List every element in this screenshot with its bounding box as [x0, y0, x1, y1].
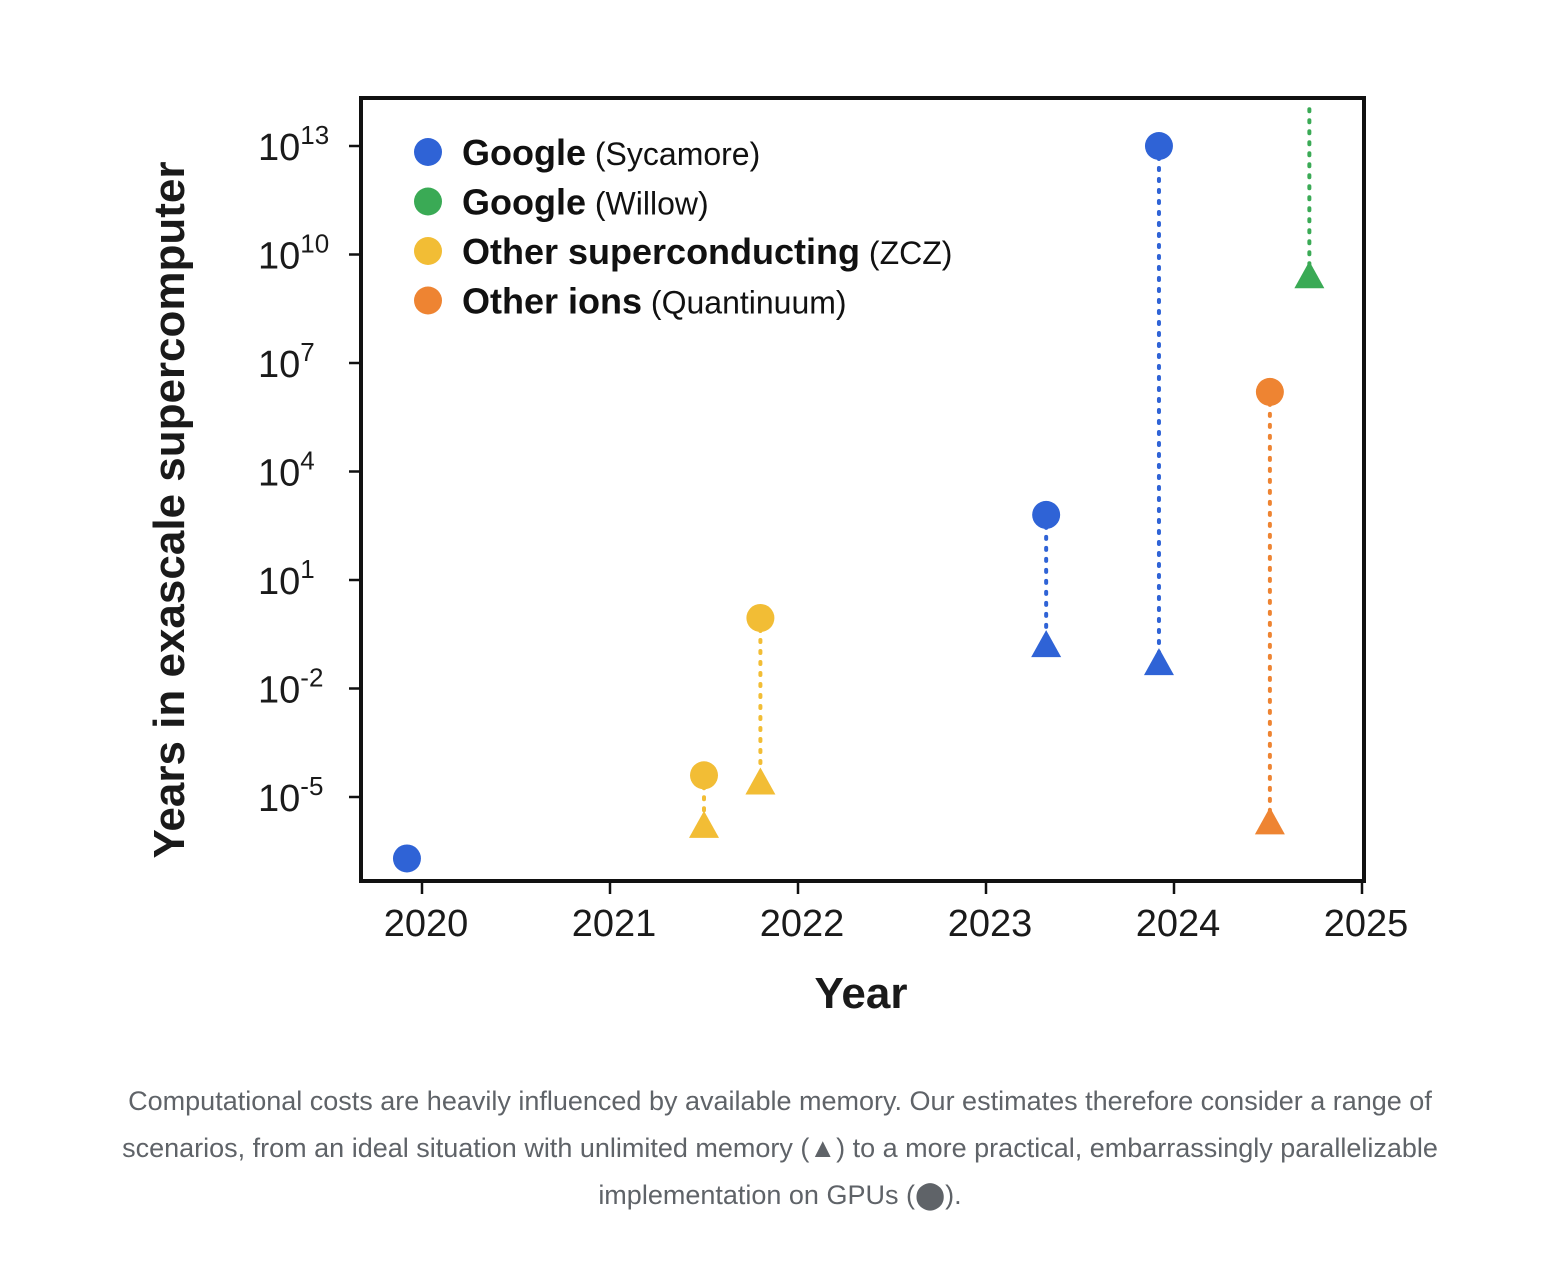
y-tick-label: 101: [258, 554, 315, 603]
y-tick-exponent: 4: [300, 446, 314, 476]
ideal-memory-triangle: [689, 810, 719, 838]
y-tick-exponent: -5: [300, 771, 323, 801]
series-google-sycamore: [392, 132, 1174, 873]
y-tick-base: 10: [258, 127, 300, 169]
y-tick-exponent: -2: [300, 663, 323, 693]
y-tick-exponent: 1: [300, 554, 314, 584]
x-axis-title: Year: [815, 969, 908, 1018]
ideal-memory-triangle: [745, 767, 776, 795]
y-axis-title: Years in exascale supercomputer: [145, 161, 194, 858]
legend-entry-detail: (Sycamore): [586, 136, 760, 172]
gpu-circle: [746, 603, 775, 632]
figure-caption: Computational costs are heavily influenc…: [90, 1078, 1470, 1219]
x-tick-label: 2022: [760, 903, 845, 945]
x-tick-label: 2023: [948, 903, 1033, 945]
y-tick-label: 10-2: [258, 663, 323, 712]
caption-line-2: scenarios, from an ideal situation with …: [90, 1125, 1470, 1172]
y-tick-exponent: 10: [300, 229, 329, 259]
y-tick-base: 10: [258, 778, 300, 820]
plot-frame: [359, 96, 1366, 883]
y-tick-base: 10: [258, 670, 300, 712]
y-tick-base: 10: [258, 236, 300, 278]
caption-line-3-start: implementation on GPUs (: [598, 1180, 915, 1210]
ideal-memory-triangle: [1254, 807, 1285, 835]
y-tick-base: 10: [258, 561, 300, 603]
legend-entry: Other superconducting (ZCZ): [462, 231, 952, 272]
x-tick-label: 2020: [384, 903, 469, 945]
series-google-willow: [1294, 102, 1325, 289]
legend-entry-name: Other ions: [462, 281, 642, 322]
y-tick-base: 10: [258, 453, 300, 495]
legend-marker: [414, 286, 442, 315]
legend-marker: [414, 187, 442, 216]
y-tick-exponent: 7: [300, 337, 314, 367]
gpu-circle: [1032, 500, 1061, 529]
legend-marker: [414, 237, 442, 265]
gpu-circle: [690, 761, 718, 790]
caption-line-3: implementation on GPUs (⬤).: [90, 1172, 1470, 1219]
y-tick-label: 1013: [258, 120, 329, 169]
y-tick-label: 1010: [258, 229, 329, 278]
y-tick-base: 10: [258, 344, 300, 386]
legend-entry: Google (Sycamore): [462, 132, 760, 173]
gpu-circle: [392, 844, 421, 873]
gpu-circle: [1144, 132, 1173, 160]
legend-entry-detail: (ZCZ): [860, 235, 952, 271]
y-tick-label: 104: [258, 446, 315, 495]
legend-entry-name: Google: [462, 132, 586, 173]
ideal-memory-triangle: [1031, 630, 1062, 658]
x-tick-label: 2021: [572, 903, 657, 945]
y-tick-exponent: 13: [300, 120, 329, 150]
triangle-icon: ▲: [809, 1133, 837, 1163]
legend-entry: Other ions (Quantinuum): [462, 281, 847, 322]
circle-icon: ⬤: [914, 1180, 946, 1210]
legend-entry-name: Other superconducting: [462, 231, 860, 272]
legend-marker: [414, 138, 442, 166]
legend-entry-detail: (Willow): [586, 186, 709, 222]
legend-entry-name: Google: [462, 182, 586, 223]
legend-entry: Google (Willow): [462, 182, 709, 223]
ideal-memory-triangle: [1294, 261, 1325, 289]
x-tick-label: 2025: [1324, 903, 1409, 945]
caption-line-2-end: ) to a more practical, embarrassingly pa…: [836, 1133, 1438, 1163]
series-other-superconducting-zcz: [689, 603, 776, 838]
x-tick-label: 2024: [1136, 903, 1221, 945]
gpu-circle: [1255, 377, 1284, 406]
legend-entry-detail: (Quantinuum): [642, 285, 847, 321]
data-series: [392, 102, 1325, 873]
ideal-memory-triangle: [1143, 648, 1174, 676]
caption-line-2-start: scenarios, from an ideal situation with …: [122, 1133, 810, 1163]
caption-line-3-end: ).: [945, 1180, 962, 1210]
caption-line-1: Computational costs are heavily influenc…: [128, 1086, 1432, 1116]
legend: Google (Sycamore)Google (Willow)Other su…: [414, 132, 952, 322]
y-tick-label: 10-5: [258, 771, 323, 820]
y-tick-label: 107: [258, 337, 315, 386]
series-other-ions-quantinuum: [1254, 377, 1285, 835]
